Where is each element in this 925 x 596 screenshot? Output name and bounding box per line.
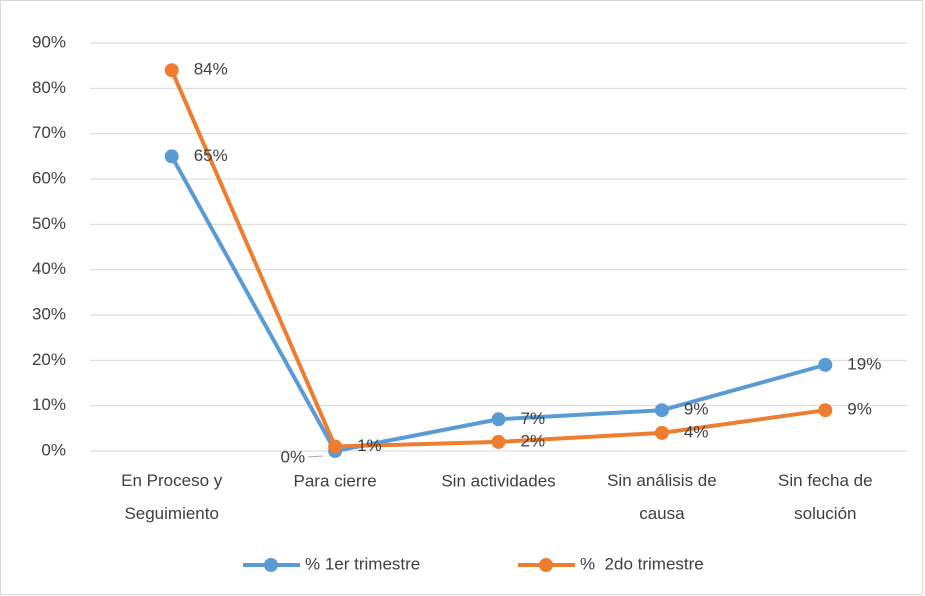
leader-line — [308, 455, 324, 458]
y-tick-label: 30% — [32, 304, 66, 323]
x-tick-label: Sin fecha de solución — [778, 471, 873, 523]
data-point — [491, 412, 506, 427]
data-point — [164, 149, 179, 164]
legend-label: % 1er trimestre — [305, 554, 420, 573]
data-label: 0% — [281, 447, 306, 466]
data-point — [328, 439, 343, 454]
data-label: 1% — [357, 436, 382, 455]
data-point — [818, 357, 833, 372]
y-tick-label: 50% — [32, 214, 66, 233]
data-point — [818, 403, 833, 418]
y-tick-label: 0% — [41, 440, 66, 459]
legend-marker — [264, 558, 278, 572]
data-point — [164, 63, 179, 78]
x-tick-label: Para cierre — [294, 471, 377, 490]
data-point — [654, 425, 669, 440]
y-tick-label: 40% — [32, 259, 66, 278]
data-label: 2% — [521, 431, 546, 450]
data-label: 9% — [684, 400, 709, 419]
x-tick-label: En Proceso y Seguimiento — [121, 471, 223, 523]
data-label: 7% — [521, 409, 546, 428]
data-label: 65% — [194, 146, 228, 165]
data-point — [654, 403, 669, 418]
y-tick-label: 20% — [32, 350, 66, 369]
legend-label: % 2do trimestre — [580, 554, 704, 573]
y-tick-label: 90% — [32, 32, 66, 51]
x-tick-label: Sin actividades — [441, 471, 555, 490]
data-point — [491, 434, 506, 449]
data-label: 84% — [194, 60, 228, 79]
y-tick-label: 10% — [32, 395, 66, 414]
data-label: 19% — [847, 354, 881, 373]
y-tick-label: 60% — [32, 168, 66, 187]
x-tick-label: Sin análisis de causa — [607, 471, 717, 523]
y-tick-label: 80% — [32, 78, 66, 97]
y-tick-label: 70% — [32, 123, 66, 142]
data-label: 4% — [684, 422, 709, 441]
data-label: 9% — [847, 400, 872, 419]
legend-marker — [539, 558, 553, 572]
